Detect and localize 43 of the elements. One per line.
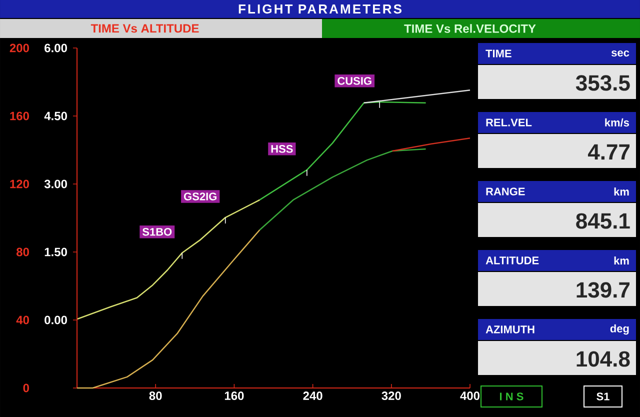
y-tick-label: 40 [16, 316, 29, 324]
x-tick-label: 240 [303, 392, 322, 400]
x-tick-label: 80 [149, 392, 162, 400]
text: 353.5 [576, 75, 630, 91]
text: sec [612, 50, 630, 57]
y2-tick-label: 3.00 [44, 180, 67, 188]
line-series [76, 229, 260, 389]
text: km/s [605, 118, 630, 127]
y2-tick-label: 0.00 [44, 316, 67, 324]
text: TIME Vs Rel.VELOCITY [404, 24, 536, 33]
text: ALTITUDE [486, 256, 539, 264]
text: RANGE [486, 188, 525, 196]
text: TIME [486, 50, 512, 58]
annotation: HSS [271, 144, 293, 153]
text: 139.7 [576, 282, 630, 298]
y-tick-label: 0 [23, 384, 29, 392]
text: REL.VEL [486, 118, 532, 126]
y2-tick-label: 6.00 [44, 44, 67, 52]
x-tick-label: 320 [382, 392, 401, 400]
y2-tick-label: 1.50 [44, 248, 67, 256]
text: deg [610, 324, 629, 335]
annotation: CUSIG [338, 77, 372, 85]
y-tick-label: 80 [16, 248, 29, 256]
x-tick-label: 160 [224, 392, 244, 400]
y-tick-label: 200 [10, 44, 29, 52]
text: 4.77 [588, 144, 630, 160]
x-tick-label: 400 [460, 392, 480, 400]
y-tick-label: 120 [10, 180, 29, 188]
text: AZIMUTH [486, 326, 534, 334]
text: I N S [500, 392, 524, 400]
text: km [614, 256, 629, 264]
chart-title: FLIGHT PARAMETERS [238, 4, 402, 14]
line-series [259, 101, 426, 201]
annotation: S1BO [142, 228, 172, 236]
text: 845.1 [576, 213, 630, 229]
y2-tick-label: 4.50 [44, 112, 67, 120]
text: km [614, 188, 629, 196]
annotation: GS2IG [184, 192, 216, 200]
text: TIME Vs ALTITUDE [90, 24, 199, 33]
text: S1 [596, 392, 610, 400]
line-series [76, 199, 260, 320]
y-tick-label: 160 [10, 112, 29, 120]
text: 104.8 [576, 351, 630, 367]
